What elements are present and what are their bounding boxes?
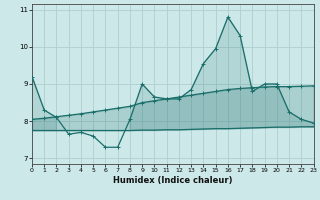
X-axis label: Humidex (Indice chaleur): Humidex (Indice chaleur): [113, 176, 233, 185]
